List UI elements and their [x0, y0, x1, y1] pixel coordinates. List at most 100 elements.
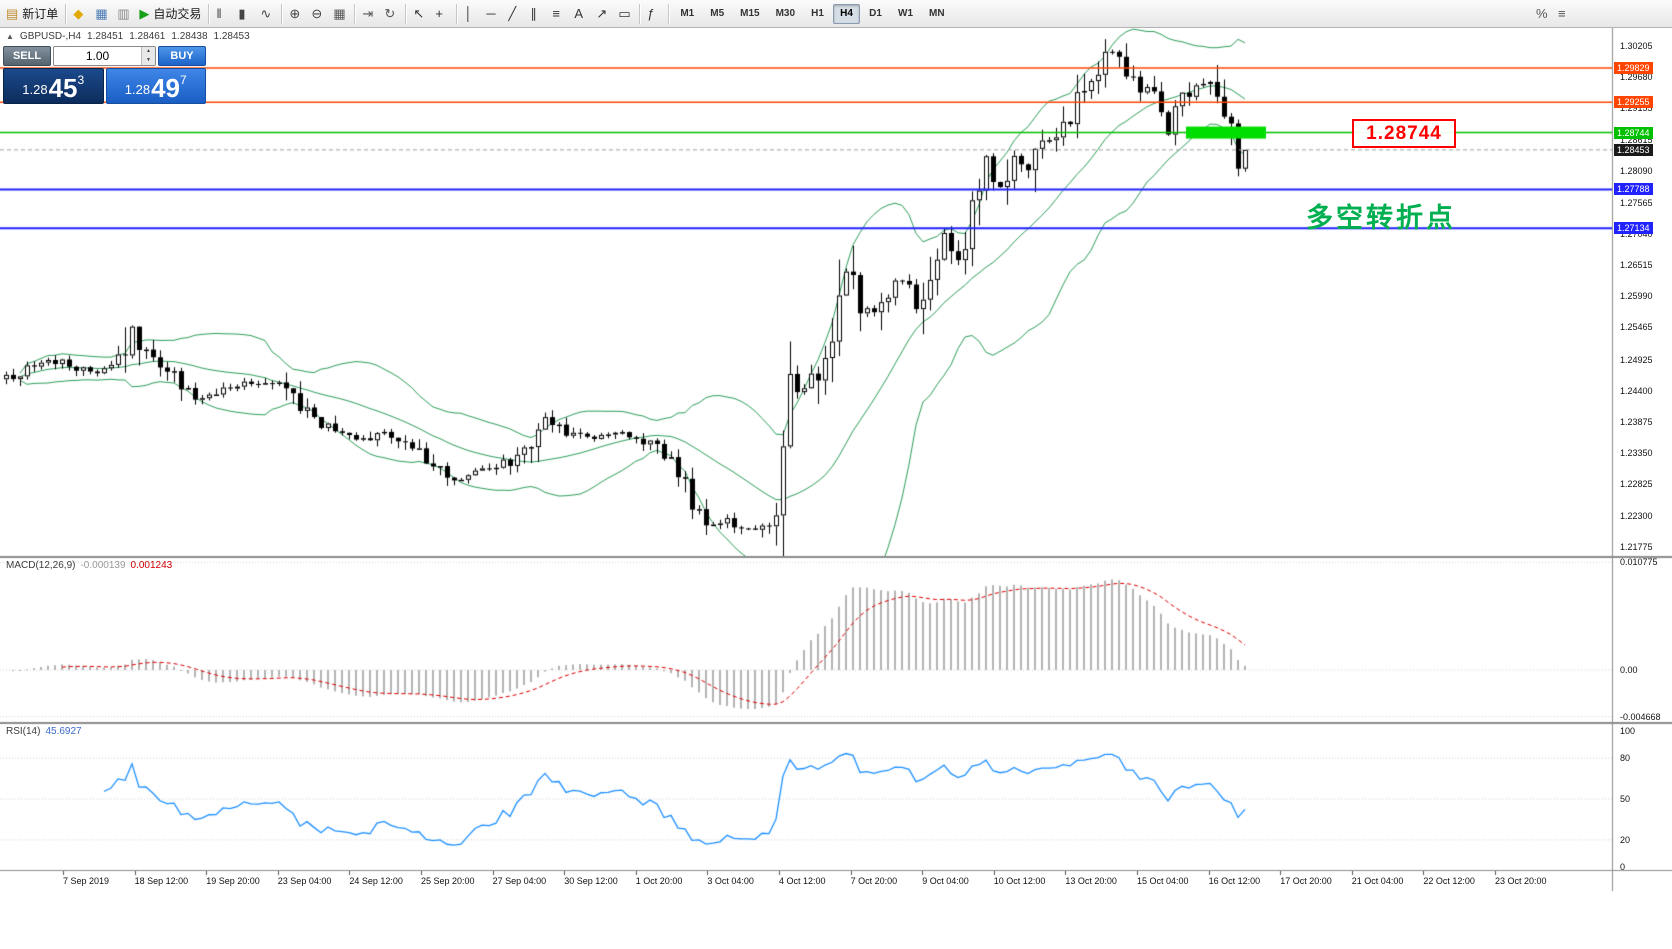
objects-list-icon-button[interactable]: ≡	[1554, 3, 1576, 25]
timeframe-m1-button[interactable]: M1	[673, 4, 701, 24]
auto-scroll-button[interactable]: ↻	[380, 3, 402, 25]
price-axis-tick-label: 1.22825	[1620, 479, 1653, 490]
price-axis-tick-label: 1.24925	[1620, 354, 1653, 365]
rsi-name: RSI(14)	[6, 726, 41, 737]
timeframe-m30-button[interactable]: M30	[769, 4, 802, 24]
price-axis-tick-label: 1.21775	[1620, 541, 1653, 552]
price-axis-tick-label: 1.22300	[1620, 510, 1653, 521]
rsi-axis-tick-label: 80	[1620, 753, 1631, 764]
time-axis-label: 9 Oct 04:00	[922, 876, 969, 886]
ohlc-close: 1.28453	[213, 31, 250, 42]
price-axis-tick-label: 1.30205	[1620, 40, 1653, 51]
bar-chart-type-icon: ‖	[216, 6, 222, 21]
market-watch-icon-icon: ◆	[73, 6, 84, 21]
channel-icon: ∥	[530, 6, 537, 21]
chart-shift-button[interactable]: ⇥	[358, 3, 380, 25]
horizontal-line-icon: ─	[486, 6, 496, 21]
text-label-button[interactable]: A	[570, 3, 592, 25]
tile-windows-button[interactable]: ▦	[329, 3, 351, 25]
line-chart-type-button[interactable]: ∿	[256, 3, 278, 25]
fibonacci-icon: ≡	[552, 6, 560, 21]
horizontal-line-button[interactable]: ─	[482, 3, 504, 25]
turning-point-annotation[interactable]: 多空转折点	[1306, 203, 1456, 233]
volume-stepper: ▲ ▼	[53, 46, 156, 66]
indicators-icon: ƒ	[647, 6, 655, 21]
sell-price-display[interactable]: 1.28 45 3	[3, 68, 104, 104]
timeframe-h4-button[interactable]: H4	[833, 3, 861, 24]
timeframe-w1-button[interactable]: W1	[891, 4, 920, 24]
market-watch-icon-button[interactable]: ◆	[69, 3, 91, 25]
navigator-icon-button[interactable]: ▥	[113, 3, 135, 25]
time-axis-label: 7 Sep 2019	[63, 876, 110, 886]
zoom-out-button[interactable]: ⊖	[307, 3, 329, 25]
price-annotation-box[interactable]: 1.28744	[1352, 119, 1456, 148]
toolbar-separator	[405, 3, 407, 24]
bar-chart-type-button[interactable]: ‖	[212, 3, 234, 25]
timeframe-mn-button[interactable]: MN	[922, 4, 952, 24]
price-line-tag: 1.27788	[1614, 183, 1653, 196]
shapes-button[interactable]: ▭	[614, 3, 636, 25]
line-chart-type-icon: ∿	[260, 6, 272, 21]
candlestick-chart-type-button[interactable]: ▮	[234, 3, 256, 25]
toolbar-separator	[65, 3, 67, 24]
volume-down-button[interactable]: ▼	[142, 56, 155, 65]
fibonacci-button[interactable]: ≡	[548, 3, 570, 25]
time-axis-label: 24 Sep 12:00	[349, 876, 403, 886]
indicators-button[interactable]: ƒ	[643, 3, 665, 25]
macd-indicator-label: MACD(12,26,9) -0.000139 0.001243	[6, 560, 172, 571]
trendline-icon: ╱	[508, 6, 517, 21]
chart-shift-icon: ⇥	[362, 6, 374, 21]
buy-price-display[interactable]: 1.28 49 7	[105, 68, 206, 104]
arrow-object-icon: ↗	[596, 6, 608, 21]
timeframe-m5-button[interactable]: M5	[703, 4, 731, 24]
objects-list-icon: ≡	[1558, 6, 1566, 21]
symbol-ohlc-label: ▲ GBPUSD-,H4 1.28451 1.28461 1.28438 1.2…	[6, 31, 250, 42]
timeframe-d1-button[interactable]: D1	[862, 4, 889, 24]
data-window-icon-button[interactable]: ▦	[91, 3, 113, 25]
auto-trading-button[interactable]: ▶ 自动交易	[135, 3, 205, 25]
toolbar-left-group: ▤ 新订单 ◆ ▦ ▥ ▶ 自动交易 ‖ ▮ ∿ ⊕ ⊖ ▦ ⇥ ↻ ↖ + │ ─ ╱ ∥ ≡ A ↗ ▭ ƒ M1 M5 M15 M3…	[0, 0, 953, 27]
rsi-indicator-label: RSI(14) 45.6927	[6, 726, 82, 737]
timeframe-m15-button[interactable]: M15	[733, 4, 766, 24]
zoom-in-icon: ⊕	[289, 6, 301, 21]
new-order-button-label: 新订单	[22, 7, 59, 21]
zoom-in-button[interactable]: ⊕	[285, 3, 307, 25]
price-axis-tick-label: 1.26515	[1620, 260, 1653, 271]
crosshair-button[interactable]: +	[431, 3, 453, 25]
time-axis-label: 4 Oct 12:00	[779, 876, 826, 886]
sell-button[interactable]: SELL	[3, 46, 51, 66]
trade-panel-toggle-icon[interactable]: ▲	[6, 32, 14, 41]
rsi-value: 45.6927	[45, 726, 82, 737]
ohlc-open: 1.28451	[87, 31, 124, 42]
price-axis-tick-label: 1.28615	[1620, 135, 1653, 146]
buy-button[interactable]: BUY	[158, 46, 206, 66]
time-axis-label: 10 Oct 12:00	[993, 876, 1046, 886]
current-price-tag: 1.28453	[1614, 143, 1653, 156]
sell-price-int: 1.28	[22, 82, 48, 97]
cursor-button[interactable]: ↖	[409, 3, 431, 25]
zoom-out-icon: ⊖	[311, 6, 323, 21]
toolbar-separator	[354, 3, 356, 24]
toolbar: ▤ 新订单 ◆ ▦ ▥ ▶ 自动交易 ‖ ▮ ∿ ⊕ ⊖ ▦ ⇥ ↻ ↖ + │ ─ ╱ ∥ ≡ A ↗ ▭ ƒ M1 M5 M15 M3…	[0, 0, 1672, 28]
channel-button[interactable]: ∥	[526, 3, 548, 25]
trendline-button[interactable]: ╱	[504, 3, 526, 25]
arrow-object-button[interactable]: ↗	[592, 3, 614, 25]
macd-axis-tick-label: 0.00	[1620, 665, 1638, 675]
macd-name: MACD(12,26,9)	[6, 560, 76, 571]
chart-properties-icon-button[interactable]: %	[1532, 3, 1554, 25]
volume-up-button[interactable]: ▲	[142, 47, 155, 56]
new-order-button[interactable]: ▤ 新订单	[2, 3, 62, 25]
timeframe-h1-button[interactable]: H1	[804, 4, 831, 24]
price-axis-tick-label: 1.25990	[1620, 291, 1653, 302]
cursor-icon: ↖	[413, 6, 425, 21]
auto-trading-icon: ▶	[139, 6, 150, 21]
time-axis-label: 27 Sep 04:00	[492, 876, 547, 886]
time-axis-label: 30 Sep 12:00	[564, 876, 618, 886]
macd-signal-value: 0.001243	[130, 560, 173, 571]
volume-input[interactable]	[54, 47, 141, 65]
vertical-line-button[interactable]: │	[460, 3, 482, 25]
data-window-icon-icon: ▦	[95, 6, 108, 21]
vertical-line-icon: │	[464, 6, 473, 21]
